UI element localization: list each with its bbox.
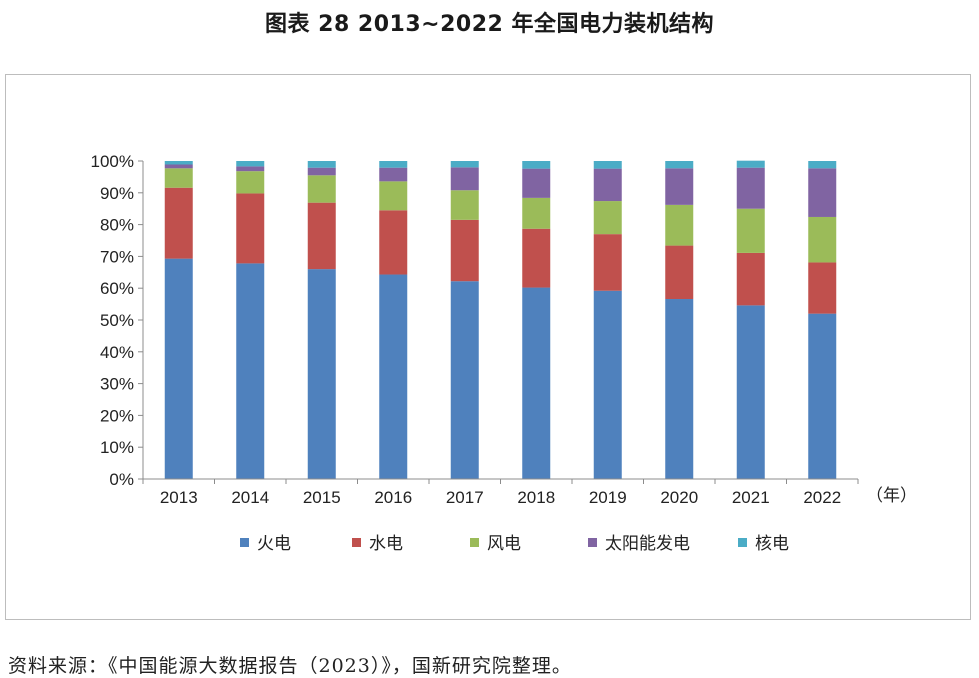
bar-segment-2017-火电	[450, 281, 479, 479]
bar-segment-2016-核电	[379, 161, 408, 168]
bar-segment-2018-核电	[522, 161, 551, 169]
bar-segment-2015-核电	[307, 161, 336, 168]
y-tick-label: 80%	[100, 216, 134, 235]
bar-segment-2017-核电	[450, 161, 479, 168]
x-tick-label: 2014	[231, 488, 269, 507]
y-tick-label: 40%	[100, 343, 134, 362]
x-tick-label: 2021	[732, 488, 770, 507]
bar-segment-2013-核电	[164, 161, 193, 165]
y-tick-label: 60%	[100, 279, 134, 298]
bar-segment-2018-水电	[522, 228, 551, 288]
bar-segment-2014-风电	[236, 171, 265, 194]
legend-swatch	[738, 538, 747, 547]
legend-label: 火电	[257, 534, 291, 554]
bar-segment-2021-火电	[736, 305, 765, 479]
bar-segment-2013-火电	[164, 258, 193, 479]
bar-segment-2019-核电	[593, 161, 622, 169]
chart-title: 图表 28 2013~2022 年全国电力装机结构	[265, 12, 714, 37]
bar-segment-2014-太阳能发电	[236, 166, 265, 172]
x-tick-label: 2015	[303, 488, 341, 507]
legend-swatch	[470, 538, 479, 547]
y-tick-label: 0%	[109, 470, 134, 489]
bar-segment-2021-水电	[736, 252, 765, 306]
bar-segment-2015-太阳能发电	[307, 167, 336, 176]
bar-segment-2014-水电	[236, 193, 265, 264]
bar-segment-2013-风电	[164, 168, 193, 188]
legend-item-火电: 火电	[240, 534, 291, 554]
x-tick-label: 2019	[589, 488, 627, 507]
x-tick-label: 2013	[160, 488, 198, 507]
legend-label: 太阳能发电	[605, 534, 690, 554]
legend-swatch	[588, 538, 597, 547]
bar-segment-2019-风电	[593, 201, 622, 235]
bar-segment-2017-风电	[450, 190, 479, 220]
source-note: 资料来源：《中国能源大数据报告（2023）》，国新研究院整理。	[8, 655, 572, 677]
bar-segment-2017-水电	[450, 219, 479, 282]
bar-segment-2016-水电	[379, 210, 408, 275]
bar-segment-2019-太阳能发电	[593, 168, 622, 202]
x-axis-unit: （年）	[866, 486, 917, 506]
bar-segment-2014-火电	[236, 263, 265, 479]
bar-segment-2021-太阳能发电	[736, 167, 765, 209]
legend-label: 核电	[755, 534, 789, 554]
bar-segment-2020-太阳能发电	[665, 168, 694, 205]
x-tick-label: 2022	[803, 488, 841, 507]
y-tick-label: 90%	[100, 184, 134, 203]
bar-segment-2015-水电	[307, 202, 336, 270]
bar-segment-2020-风电	[665, 204, 694, 246]
bar-segment-2018-火电	[522, 287, 551, 479]
legend-item-核电: 核电	[738, 534, 789, 554]
legend-label: 风电	[487, 534, 521, 554]
legend-item-太阳能发电: 太阳能发电	[588, 534, 690, 554]
bar-segment-2016-风电	[379, 181, 408, 211]
x-tick-label: 2018	[517, 488, 555, 507]
bar-segment-2017-太阳能发电	[450, 167, 479, 191]
bar-segment-2022-核电	[808, 161, 837, 169]
x-tick-label: 2017	[446, 488, 484, 507]
bar-segment-2018-风电	[522, 197, 551, 229]
bar-segment-2020-水电	[665, 245, 694, 300]
y-tick-label: 10%	[100, 438, 134, 457]
bar-segment-2020-核电	[665, 161, 694, 169]
bar-segment-2014-核电	[236, 161, 265, 167]
bar-segment-2022-水电	[808, 262, 837, 314]
bar-segment-2021-核电	[736, 160, 765, 168]
bar-segment-2016-太阳能发电	[379, 167, 408, 182]
bar-segment-2022-太阳能发电	[808, 168, 837, 217]
y-tick-label: 70%	[100, 247, 134, 266]
bar-segment-2022-风电	[808, 216, 837, 263]
bar-segment-2020-火电	[665, 299, 694, 479]
bar-segment-2015-火电	[307, 269, 336, 479]
bar-segment-2016-火电	[379, 274, 408, 479]
legend-label: 水电	[369, 534, 403, 554]
bar-segment-2022-火电	[808, 313, 837, 479]
bar-segment-2013-水电	[164, 187, 193, 259]
bar-segment-2013-太阳能发电	[164, 164, 193, 169]
legend-swatch	[352, 538, 361, 547]
y-tick-label: 20%	[100, 406, 134, 425]
x-tick-label: 2020	[660, 488, 698, 507]
legend-item-风电: 风电	[470, 534, 521, 554]
bar-segment-2015-风电	[307, 175, 336, 203]
bar-segment-2021-风电	[736, 208, 765, 253]
bar-segment-2019-水电	[593, 234, 622, 291]
legend-swatch	[240, 538, 249, 547]
y-tick-label: 100%	[91, 152, 134, 171]
bar-segment-2019-火电	[593, 290, 622, 479]
bar-segment-2018-太阳能发电	[522, 168, 551, 198]
legend-item-水电: 水电	[352, 534, 403, 554]
y-tick-label: 30%	[100, 375, 134, 394]
x-tick-label: 2016	[374, 488, 412, 507]
y-tick-label: 50%	[100, 311, 134, 330]
